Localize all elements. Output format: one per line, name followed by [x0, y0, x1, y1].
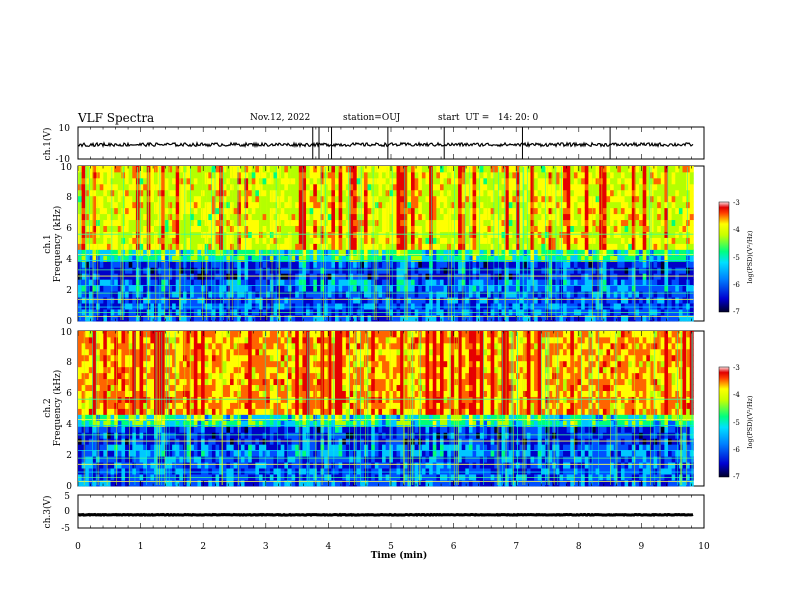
xtick-3: 3 — [263, 542, 269, 552]
cbar1-label: log(PSD)(V²/Hz) — [746, 230, 754, 283]
figure-title: VLF Spectra — [78, 111, 155, 125]
cbar1-tick-m6: -6 — [733, 281, 740, 289]
cbar2-tick-m7: -7 — [733, 473, 740, 481]
colorbar-1 — [718, 201, 730, 313]
ch3-ytick-mid: 0 — [64, 507, 70, 517]
spec2-ytick-4: 4 — [66, 420, 72, 430]
ch2-spectrogram — [78, 331, 694, 487]
cbar1-tick-m3: -3 — [733, 199, 740, 207]
colorbar-2 — [718, 366, 730, 478]
xtick-4: 4 — [326, 542, 332, 552]
ch1-ylabel: ch.1(V) — [42, 128, 53, 161]
spec1-ylabel-freq: Frequency (kHz) — [52, 206, 63, 283]
spec1-ytick-6: 6 — [66, 224, 72, 234]
ch3-ylabel: ch.3(V) — [42, 496, 53, 529]
xtick-2: 2 — [200, 542, 206, 552]
ch1-waveform — [77, 127, 694, 159]
cbar2-tick-m3: -3 — [733, 364, 740, 372]
spec2-ytick-0: 0 — [66, 482, 72, 492]
spec1-ytick-8: 8 — [66, 193, 72, 203]
spec1-ytick-10: 10 — [61, 163, 73, 173]
axis-ticks — [77, 127, 705, 528]
ch1-spectrogram — [78, 166, 694, 322]
spec1-ytick-4: 4 — [66, 255, 72, 265]
spec1-ytick-0: 0 — [66, 317, 72, 327]
spec2-ytick-8: 8 — [66, 358, 72, 368]
start-time-label: start UT = 14: 20: 0 — [438, 113, 539, 123]
spec2-ytick-10: 10 — [61, 328, 73, 338]
xaxis-label: Time (min) — [371, 550, 428, 561]
cbar1-tick-m7: -7 — [733, 308, 740, 316]
ch1-ytick-top: 10 — [59, 124, 71, 134]
station-label: station=OUJ — [343, 113, 401, 123]
spec2-ytick-6: 6 — [66, 389, 72, 399]
xtick-10: 10 — [698, 542, 710, 552]
ch3-waveform — [77, 512, 694, 517]
cbar2-tick-m4: -4 — [733, 391, 740, 399]
xtick-6: 6 — [451, 542, 457, 552]
ch3-ytick-bottom: -5 — [61, 524, 70, 534]
date-label: Nov.12, 2022 — [250, 113, 311, 123]
xtick-0: 0 — [75, 542, 81, 552]
spec2-ytick-2: 2 — [66, 451, 72, 461]
ch3-ytick-top: 5 — [64, 492, 70, 502]
ch1-ytick-bottom: -10 — [56, 155, 71, 165]
cbar2-tick-m6: -6 — [733, 446, 740, 454]
cbar2-tick-m5: -5 — [733, 419, 740, 427]
xtick-9: 9 — [639, 542, 645, 552]
spec1-ylabel-channel: ch.1 — [43, 234, 53, 253]
spec1-ytick-2: 2 — [66, 286, 72, 296]
xtick-7: 7 — [513, 542, 519, 552]
cbar1-tick-m5: -5 — [733, 254, 740, 262]
cbar1-tick-m4: -4 — [733, 226, 740, 234]
cbar2-label: log(PSD)(V²/Hz) — [746, 395, 754, 448]
spec2-ylabel-channel: ch.2 — [43, 398, 53, 417]
spec2-ylabel-freq: Frequency (kHz) — [52, 370, 63, 447]
xtick-8: 8 — [576, 542, 582, 552]
xtick-5: 5 — [388, 542, 394, 552]
xtick-1: 1 — [138, 542, 144, 552]
